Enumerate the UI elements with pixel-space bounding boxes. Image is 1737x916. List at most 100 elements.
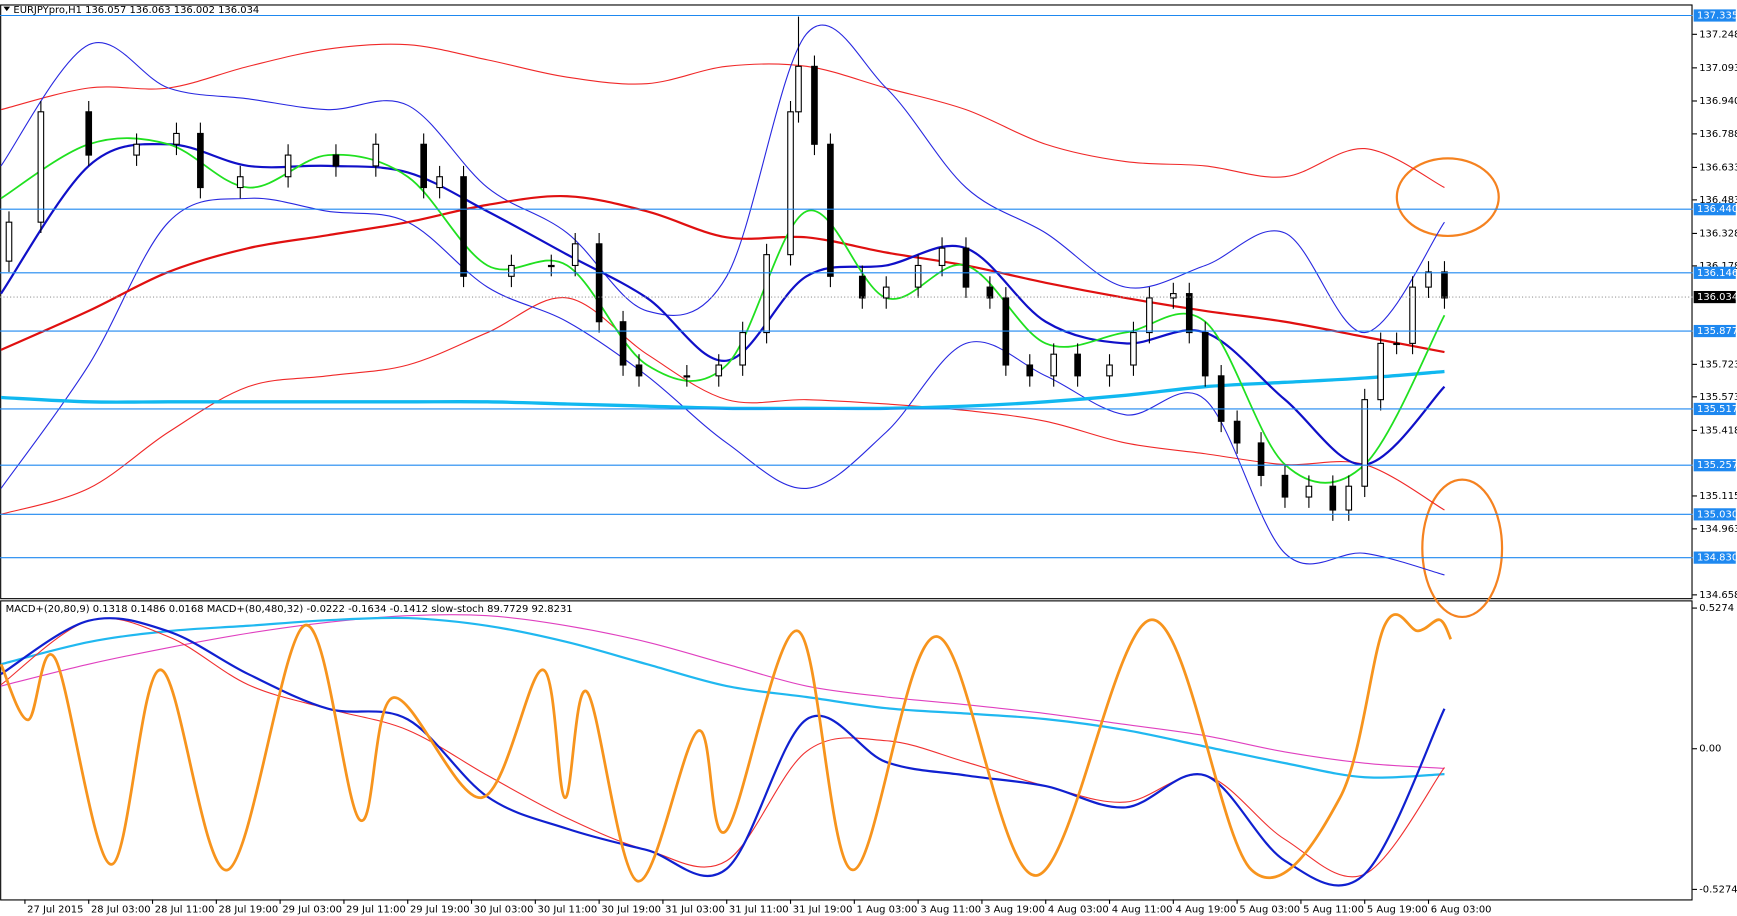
- y-tick-label: 137.248: [1699, 29, 1737, 40]
- candle-body: [986, 286, 994, 299]
- y-tick-label: 136.328: [1699, 228, 1737, 239]
- candle-body: [1169, 293, 1177, 299]
- candle-body: [236, 176, 244, 189]
- last-price-box: [1693, 290, 1736, 304]
- y-tick-label: 136.178: [1699, 261, 1737, 272]
- y-tick-label: -0.5274: [1699, 884, 1737, 895]
- level-label-box: [1693, 324, 1736, 338]
- indicator-line: [0, 369, 1445, 411]
- candle-body: [882, 286, 890, 299]
- level-label-box: [1693, 459, 1736, 472]
- indicator-line: [0, 197, 1445, 576]
- level-label: 135.517: [1697, 404, 1737, 415]
- level-label-box: [1693, 402, 1736, 416]
- candle-body: [1026, 364, 1034, 377]
- menu-triangle[interactable]: [3, 6, 11, 12]
- candle-body: [715, 364, 723, 377]
- x-tick-label: 6 Aug 03:00: [1431, 904, 1492, 915]
- candle-body: [619, 321, 627, 366]
- y-tick-label: 136.633: [1699, 162, 1737, 173]
- stochastic-line: [0, 613, 1453, 883]
- candle-body: [420, 143, 427, 189]
- candle-body: [1281, 474, 1289, 498]
- indicator-line: [0, 297, 1445, 515]
- indicator-line: [0, 43, 1445, 189]
- level-label-box: [1693, 551, 1736, 564]
- level-label: 135.257: [1697, 460, 1737, 471]
- candle-body: [1425, 271, 1432, 288]
- candle-body: [763, 254, 770, 334]
- candle-body: [1201, 332, 1209, 377]
- level-label: 135.877: [1697, 326, 1737, 337]
- x-tick-label: 29 Jul 19:00: [410, 904, 470, 915]
- candle-body: [436, 176, 443, 189]
- candle-body: [1409, 286, 1416, 344]
- x-tick-label: 30 Jul 03:00: [474, 904, 534, 915]
- candle-body: [787, 111, 794, 256]
- candle-body: [284, 154, 292, 178]
- x-tick-label: 5 Aug 03:00: [1239, 904, 1300, 915]
- candle-body: [1050, 353, 1058, 377]
- y-tick-label: 135.723: [1699, 359, 1737, 370]
- y-tick-label: 136.483: [1699, 195, 1737, 206]
- candle-body: [1217, 375, 1225, 422]
- x-tick-label: 31 Jul 11:00: [729, 904, 789, 915]
- indicator-line: [0, 194, 1445, 354]
- candle-body: [1074, 353, 1081, 377]
- candle-body: [5, 221, 13, 262]
- candle-body: [962, 247, 970, 288]
- x-tick-label: 30 Jul 19:00: [601, 904, 661, 915]
- candle-body: [1130, 332, 1137, 366]
- candle-body: [1106, 364, 1113, 377]
- candle-body: [133, 143, 140, 156]
- candle-body: [547, 264, 555, 268]
- x-tick-label: 28 Jul 19:00: [219, 904, 279, 915]
- candle-body: [37, 111, 45, 223]
- candle-body: [595, 243, 603, 323]
- candle-body: [1329, 485, 1337, 511]
- candle-body: [85, 111, 93, 156]
- y-tick-label: 137.093: [1699, 63, 1737, 74]
- level-label-box: [1693, 203, 1736, 216]
- level-label: 135.030: [1697, 509, 1737, 520]
- indicator-title: MACD+(20,80,9) 0.1318 0.1486 0.0168 MACD…: [6, 604, 573, 615]
- x-tick-label: 5 Aug 11:00: [1303, 904, 1364, 915]
- candle-body: [1441, 271, 1448, 299]
- candle-body: [858, 275, 866, 299]
- x-tick-label: 29 Jul 03:00: [282, 904, 342, 915]
- candle-body: [827, 143, 834, 277]
- level-label: 134.830: [1697, 553, 1737, 564]
- last-price-label: 136.034: [1697, 292, 1737, 303]
- level-label-box: [1693, 508, 1736, 521]
- highlight-ellipse: [1395, 157, 1500, 238]
- x-tick-label: 3 Aug 19:00: [984, 904, 1045, 915]
- candle-body: [173, 132, 180, 145]
- x-tick-label: 4 Aug 19:00: [1176, 904, 1237, 915]
- level-label: 136.440: [1697, 204, 1737, 215]
- indicator-panel-frame: [0, 600, 1693, 901]
- candle-body: [914, 264, 922, 288]
- candle-body: [811, 65, 818, 145]
- candle-body: [571, 243, 579, 267]
- candle-body: [795, 65, 802, 113]
- candle-body: [1257, 442, 1265, 476]
- x-tick-label: 31 Jul 03:00: [665, 904, 725, 915]
- y-tick-label: 134.658: [1699, 590, 1737, 601]
- y-tick-label: 135.115: [1699, 491, 1737, 502]
- indicator-line: [0, 24, 1445, 334]
- x-tick-label: 5 Aug 19:00: [1367, 904, 1428, 915]
- x-tick-label: 28 Jul 03:00: [91, 904, 151, 915]
- candle-body: [635, 364, 643, 377]
- candle-body: [1146, 297, 1153, 334]
- x-tick-label: 4 Aug 11:00: [1112, 904, 1173, 915]
- candle-body: [938, 247, 946, 267]
- level-label: 136.146: [1697, 268, 1737, 279]
- y-tick-label: 135.418: [1699, 425, 1737, 436]
- level-label-box: [1693, 9, 1736, 22]
- indicator-line: [0, 137, 1446, 484]
- candle-body: [1233, 420, 1241, 444]
- chart-title: EURJPYpro,H1 136.057 136.063 136.002 136…: [13, 5, 259, 16]
- candle-body: [1185, 293, 1193, 334]
